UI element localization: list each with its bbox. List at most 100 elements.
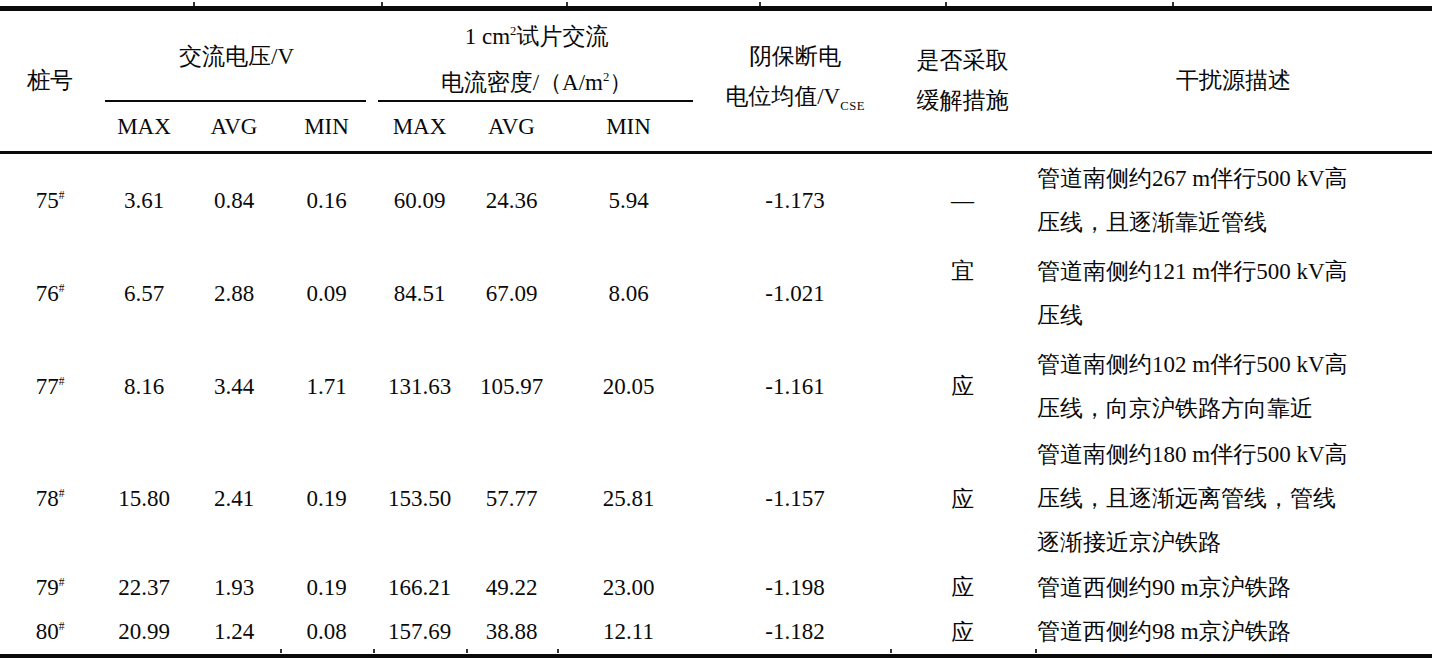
pile-suffix: # [59, 488, 65, 500]
rule-tick [373, 649, 375, 653]
cell-description: 管道西侧约98 m京沪铁路 [1035, 610, 1432, 657]
cell-v-max: 22.37 [100, 565, 188, 610]
rule-tick [193, 2, 195, 6]
header-group-row: 桩号 交流电压/V 1 cm2试片交流 电流密度/（A/m2） 阴保断电 [0, 9, 1432, 103]
description-line: 压线，向京沪铁路方向靠近 [1037, 387, 1432, 431]
cell-j-min: 12.11 [557, 610, 700, 657]
cell-pile: 78# [0, 433, 100, 565]
cell-mitigation: 应 [890, 433, 1035, 565]
description-line: 管道西侧约90 m京沪铁路 [1037, 566, 1432, 610]
potential-header-l2-sub: CSE [840, 98, 865, 112]
table-row-76: 76# 6.57 2.88 0.09 84.51 67.09 8.06 -1.0… [0, 248, 1432, 340]
rule-tick [759, 2, 761, 6]
potential-header-line2: 电位均值/VCSE [700, 77, 890, 126]
cell-j-min: 23.00 [557, 565, 700, 610]
cell-mitigation: 应 [890, 610, 1035, 657]
rule-tick [945, 2, 947, 6]
cell-j-max: 153.50 [373, 433, 466, 565]
cell-v-max: 8.16 [100, 340, 188, 433]
subheader-vmin: MIN [280, 102, 373, 152]
rule-tick [890, 649, 892, 653]
cell-j-max: 60.09 [373, 152, 466, 248]
col-header-pile-label: 桩号 [27, 68, 73, 93]
pile-number: 75 [36, 188, 59, 213]
cell-j-min: 8.06 [557, 248, 700, 340]
cell-pile: 80# [0, 610, 100, 657]
description-line: 压线，且逐渐靠近管线 [1037, 201, 1432, 245]
cell-j-max: 84.51 [373, 248, 466, 340]
description-line: 管道南侧约180 m伴行500 kV高 [1037, 433, 1432, 477]
pile-number: 76 [36, 281, 59, 306]
cell-v-max: 15.80 [100, 433, 188, 565]
col-group-ac-voltage-label: 交流电压/V [179, 44, 294, 69]
pile-suffix: # [59, 189, 65, 201]
subheader-jmax: MAX [373, 102, 466, 152]
cell-description: 管道南侧约180 m伴行500 kV高 压线，且逐渐远离管线，管线 逐渐接近京沪… [1035, 433, 1432, 565]
subheader-vmax: MAX [100, 102, 188, 152]
cell-mitigation: 宜 [890, 248, 1035, 340]
cell-j-avg: 57.77 [466, 433, 557, 565]
cell-v-avg: 2.88 [188, 248, 280, 340]
cell-j-avg: 67.09 [466, 248, 557, 340]
cell-potential: -1.173 [700, 152, 890, 248]
cell-potential: -1.198 [700, 565, 890, 610]
cell-mitigation: 应 [890, 565, 1035, 610]
rule-tick [1035, 649, 1037, 653]
pile-number: 79 [36, 575, 59, 600]
description-header-label: 干扰源描述 [1176, 68, 1291, 93]
current-density-l2-rest: ） [609, 69, 632, 94]
cell-v-min: 0.08 [280, 610, 373, 657]
cell-v-max: 20.99 [100, 610, 188, 657]
cell-description: 管道西侧约90 m京沪铁路 [1035, 565, 1432, 610]
cell-potential: -1.157 [700, 433, 890, 565]
potential-header-line1: 阴保断电 [700, 37, 890, 77]
cell-j-avg: 49.22 [466, 565, 557, 610]
cell-potential: -1.161 [700, 340, 890, 433]
cell-j-avg: 105.97 [466, 340, 557, 433]
cell-j-avg: 38.88 [466, 610, 557, 657]
subheader-javg: AVG [466, 102, 557, 152]
rule-tick [557, 649, 559, 653]
cell-v-min: 1.71 [280, 340, 373, 433]
description-line: 压线 [1037, 294, 1432, 338]
pile-suffix: # [59, 283, 65, 295]
cell-v-min: 0.19 [280, 565, 373, 610]
pile-suffix: # [59, 621, 65, 633]
cell-potential: -1.182 [700, 610, 890, 657]
rule-tick [466, 649, 468, 653]
rule-tick [280, 649, 282, 653]
cell-description: 管道南侧约102 m伴行500 kV高 压线，向京沪铁路方向靠近 [1035, 340, 1432, 433]
cell-v-min: 0.19 [280, 433, 373, 565]
table-row-80: 80# 20.99 1.24 0.08 157.69 38.88 12.11 -… [0, 610, 1432, 657]
cell-j-max: 166.21 [373, 565, 466, 610]
cell-v-avg: 3.44 [188, 340, 280, 433]
cell-v-avg: 1.93 [188, 565, 280, 610]
col-header-mitigation: 是否采取 缓解措施 [890, 9, 1035, 153]
description-line: 逐渐接近京沪铁路 [1037, 521, 1432, 565]
cell-v-avg: 1.24 [188, 610, 280, 657]
table-row-79: 79# 22.37 1.93 0.19 166.21 49.22 23.00 -… [0, 565, 1432, 610]
current-density-l1-base: 1 cm [465, 24, 510, 49]
description-line: 管道南侧约121 m伴行500 kV高 [1037, 250, 1432, 294]
measurement-table: 桩号 交流电压/V 1 cm2试片交流 电流密度/（A/m2） 阴保断电 [0, 6, 1432, 658]
description-line: 管道西侧约98 m京沪铁路 [1037, 610, 1432, 654]
cell-potential: -1.021 [700, 248, 890, 340]
cell-mitigation: 应 [890, 340, 1035, 433]
cell-j-min: 5.94 [557, 152, 700, 248]
cell-j-avg: 24.36 [466, 152, 557, 248]
cell-mitigation: — [890, 152, 1035, 248]
description-line: 管道南侧约102 m伴行500 kV高 [1037, 343, 1432, 387]
cell-v-max: 3.61 [100, 152, 188, 248]
pile-number: 77 [36, 374, 59, 399]
pile-number: 80 [36, 619, 59, 644]
current-density-line1: 1 cm2试片交流 [373, 11, 700, 57]
cell-description: 管道南侧约267 m伴行500 kV高 压线，且逐渐靠近管线 [1035, 152, 1432, 248]
mitigation-header-line1: 是否采取 [890, 41, 1035, 81]
cell-v-min: 0.16 [280, 152, 373, 248]
cell-j-min: 20.05 [557, 340, 700, 433]
current-density-l1-rest: 试片交流 [516, 24, 608, 49]
col-header-pile: 桩号 [0, 9, 100, 153]
cell-j-min: 25.81 [557, 433, 700, 565]
col-group-ac-voltage: 交流电压/V [100, 9, 373, 103]
table-row-75: 75# 3.61 0.84 0.16 60.09 24.36 5.94 -1.1… [0, 152, 1432, 248]
